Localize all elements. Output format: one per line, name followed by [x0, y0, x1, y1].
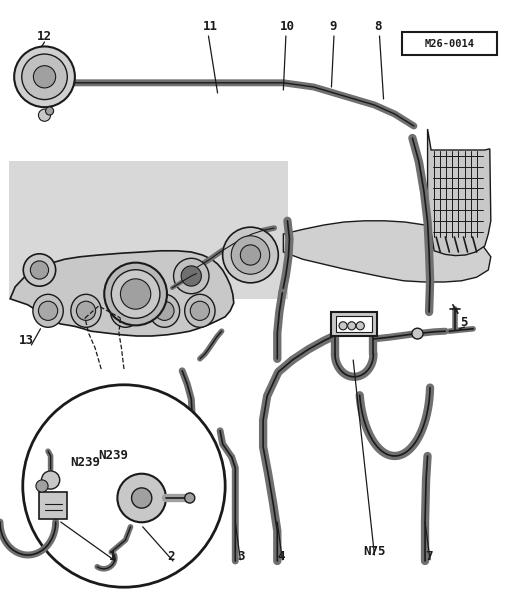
- Text: 10: 10: [280, 20, 295, 33]
- Ellipse shape: [76, 301, 95, 320]
- Circle shape: [347, 322, 355, 330]
- Circle shape: [41, 471, 60, 489]
- Circle shape: [22, 54, 67, 100]
- Circle shape: [38, 109, 51, 121]
- Circle shape: [30, 261, 48, 279]
- Text: 3: 3: [236, 550, 244, 563]
- Ellipse shape: [190, 301, 209, 320]
- Ellipse shape: [110, 294, 140, 328]
- Ellipse shape: [38, 301, 58, 320]
- Bar: [401, 32, 496, 55]
- Text: 4: 4: [277, 550, 284, 563]
- Text: 8: 8: [374, 20, 381, 33]
- Text: 9: 9: [328, 20, 336, 33]
- Bar: [336, 316, 371, 332]
- Ellipse shape: [71, 294, 101, 328]
- Polygon shape: [10, 251, 233, 336]
- Circle shape: [356, 322, 364, 330]
- Text: 5: 5: [460, 316, 467, 329]
- Text: 11: 11: [202, 20, 217, 33]
- Text: 13: 13: [19, 334, 34, 347]
- Circle shape: [23, 385, 225, 587]
- Circle shape: [240, 245, 260, 265]
- Circle shape: [36, 480, 48, 492]
- Circle shape: [33, 65, 56, 88]
- Ellipse shape: [411, 328, 422, 339]
- Circle shape: [181, 266, 201, 286]
- Circle shape: [23, 254, 56, 286]
- Circle shape: [184, 493, 194, 503]
- Ellipse shape: [116, 301, 135, 320]
- Text: N239: N239: [98, 449, 128, 462]
- Polygon shape: [427, 129, 490, 256]
- Text: 12: 12: [36, 30, 52, 43]
- Circle shape: [231, 236, 269, 274]
- Polygon shape: [283, 221, 490, 282]
- Text: 2: 2: [167, 550, 174, 563]
- Circle shape: [120, 279, 150, 309]
- Ellipse shape: [155, 301, 174, 320]
- Circle shape: [338, 322, 346, 330]
- Circle shape: [131, 488, 152, 508]
- Text: N239: N239: [70, 456, 99, 469]
- Circle shape: [173, 258, 209, 294]
- Circle shape: [111, 270, 160, 318]
- Bar: [331, 312, 376, 336]
- Circle shape: [222, 227, 278, 283]
- Circle shape: [14, 46, 75, 107]
- Bar: [39, 492, 67, 519]
- Text: N75: N75: [363, 545, 385, 558]
- Text: 1: 1: [109, 550, 116, 563]
- Ellipse shape: [184, 294, 215, 328]
- Polygon shape: [9, 161, 288, 299]
- Ellipse shape: [149, 294, 179, 328]
- Circle shape: [104, 263, 167, 325]
- Circle shape: [117, 474, 166, 522]
- Text: M26-0014: M26-0014: [424, 39, 473, 49]
- Text: 7: 7: [424, 550, 432, 563]
- Ellipse shape: [33, 294, 63, 328]
- Circle shape: [45, 107, 54, 115]
